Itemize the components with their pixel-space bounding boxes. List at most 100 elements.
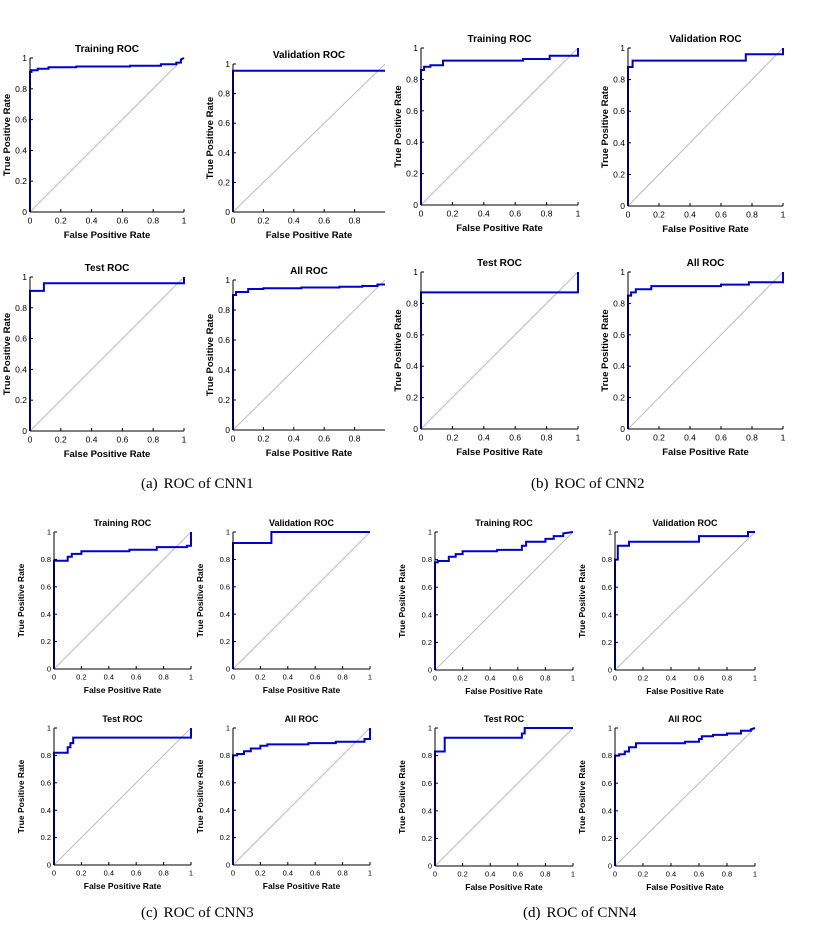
x-tick-label: 0.4 — [666, 870, 676, 879]
x-tick-label: 0.8 — [147, 435, 159, 445]
chart-title: Validation ROC — [652, 518, 718, 528]
x-tick-label: 1 — [182, 216, 187, 226]
y-tick-label: 0.6 — [613, 106, 625, 116]
y-tick-label: 1 — [428, 528, 432, 537]
y-tick-label: 0.2 — [422, 834, 432, 843]
x-tick-label: 0.4 — [86, 435, 98, 445]
x-tick-label: 0.8 — [349, 216, 361, 226]
x-tick-label: 0.6 — [509, 433, 521, 443]
x-tick-label: 0.4 — [104, 673, 114, 682]
y-tick-label: 0 — [428, 666, 432, 675]
x-tick-label: 0.6 — [509, 209, 521, 219]
y-tick-label: 0.8 — [41, 751, 51, 760]
y-tick-label: 0.2 — [613, 393, 625, 403]
y-axis-label: True Positive Rate — [397, 760, 407, 834]
y-tick-label: 0.2 — [220, 833, 230, 842]
x-axis-label: False Positive Rate — [456, 447, 543, 458]
y-tick-label: 0.4 — [422, 806, 432, 815]
x-tick-label: 0 — [626, 433, 631, 443]
x-tick-label: 0.4 — [283, 869, 293, 878]
y-axis-label: True Positive Rate — [16, 563, 26, 637]
y-tick-label: 0.8 — [406, 298, 418, 308]
y-tick-label: 1 — [608, 528, 612, 537]
diagonal-reference-line — [614, 531, 756, 671]
x-axis-label: False Positive Rate — [465, 686, 543, 696]
x-tick-label: 0.8 — [541, 433, 553, 443]
y-tick-label: 1 — [428, 724, 432, 733]
diagonal-reference-line — [53, 531, 192, 670]
y-tick-label: 0.8 — [422, 555, 432, 564]
y-tick-label: 0.8 — [602, 555, 612, 564]
diagonal-reference-line — [53, 727, 192, 866]
y-tick-label: 0 — [226, 861, 230, 870]
y-tick-label: 1 — [226, 528, 230, 537]
x-tick-label: 0 — [433, 674, 437, 683]
y-tick-label: 0.6 — [220, 582, 230, 591]
roc-panel: 0 0.2 0.4 0.6 0.8 1 0 0.2 0.4 0.6 0.8 1 Training ROC… — [393, 34, 581, 234]
y-tick-label: 0.6 — [15, 115, 27, 125]
x-tick-label: 0.2 — [457, 870, 467, 879]
x-tick-label: 0.8 — [349, 434, 361, 444]
x-tick-label: 0.6 — [513, 870, 523, 879]
x-tick-label: 1 — [753, 674, 757, 683]
y-tick-label: 0.6 — [406, 106, 418, 116]
x-tick-label: 0.6 — [694, 870, 704, 879]
x-tick-label: 0.4 — [478, 433, 490, 443]
roc-curve — [53, 532, 192, 669]
x-tick-label: 0.2 — [446, 209, 458, 219]
diagonal-reference-line — [29, 276, 185, 432]
y-tick-label: 0.4 — [41, 806, 51, 815]
x-tick-label: 0 — [231, 673, 235, 682]
y-tick-label: 0.8 — [218, 305, 230, 315]
chart-title: Test ROC — [102, 714, 143, 724]
roc-panel: 0 0.2 0.4 0.6 0.8 1 0 0.2 0.4 0.6 0.8 1 Test ROC Fals… — [397, 714, 575, 892]
y-axis-label: True Positive Rate — [195, 563, 205, 637]
x-tick-label: 0.2 — [457, 674, 467, 683]
x-tick-label: 0 — [231, 869, 235, 878]
caption-label: (d) — [523, 905, 541, 921]
x-axis-label: False Positive Rate — [646, 686, 724, 696]
chart-title: Test ROC — [484, 714, 525, 724]
roc-panel: 0 0.2 0.4 0.6 0.8 1 0 0.2 0.4 0.6 0.8 1 All ROC False… — [600, 258, 786, 458]
x-tick-label: 0.2 — [55, 435, 67, 445]
caption-cnn3: (c) ROC of CNN3 — [141, 905, 254, 922]
x-tick-label: 0 — [28, 435, 33, 445]
x-tick-label: 0.6 — [318, 434, 330, 444]
y-tick-label: 0.6 — [422, 583, 432, 592]
x-tick-label: 1 — [368, 673, 372, 682]
y-tick-label: 0.4 — [406, 137, 418, 147]
y-tick-label: 0.2 — [406, 169, 418, 179]
x-axis-label: False Positive Rate — [64, 230, 151, 241]
roc-curve — [232, 728, 371, 865]
y-tick-label: 0.8 — [220, 751, 230, 760]
y-tick-label: 0 — [47, 665, 51, 674]
caption-cnn4: (d) ROC of CNN4 — [523, 905, 637, 922]
y-tick-label: 0 — [22, 426, 27, 436]
x-axis-label: False Positive Rate — [456, 223, 543, 234]
diagonal-reference-line — [232, 727, 371, 866]
caption-text: ROC of CNN4 — [546, 905, 637, 921]
y-tick-label: 0.4 — [218, 148, 230, 158]
y-tick-label: 1 — [22, 53, 27, 63]
x-tick-label: 1 — [571, 870, 575, 879]
x-tick-label: 0.8 — [541, 209, 553, 219]
caption-cnn1: (a) ROC of CNN1 — [141, 476, 254, 493]
x-axis-label: False Positive Rate — [263, 685, 341, 695]
y-tick-label: 0.8 — [422, 751, 432, 760]
y-tick-label: 0.4 — [15, 145, 27, 155]
chart-title: Validation ROC — [269, 518, 335, 528]
y-axis-label: True Positive Rate — [393, 309, 404, 391]
chart-title: All ROC — [290, 266, 328, 277]
x-tick-label: 0.6 — [694, 674, 704, 683]
diagonal-reference-line — [232, 279, 386, 431]
y-tick-label: 0.4 — [613, 361, 625, 371]
x-tick-label: 0.8 — [540, 674, 550, 683]
x-tick-label: 1 — [571, 674, 575, 683]
y-tick-label: 0.2 — [15, 176, 27, 186]
roc-panel: 0 0.2 0.4 0.6 0.8 0 0.2 0.4 0.6 0.8 1 All ROC False … — [205, 266, 386, 459]
x-tick-label: 0.2 — [255, 673, 265, 682]
y-tick-label: 0.8 — [613, 75, 625, 85]
y-tick-label: 0.6 — [15, 334, 27, 344]
y-tick-label: 0.4 — [406, 361, 418, 371]
